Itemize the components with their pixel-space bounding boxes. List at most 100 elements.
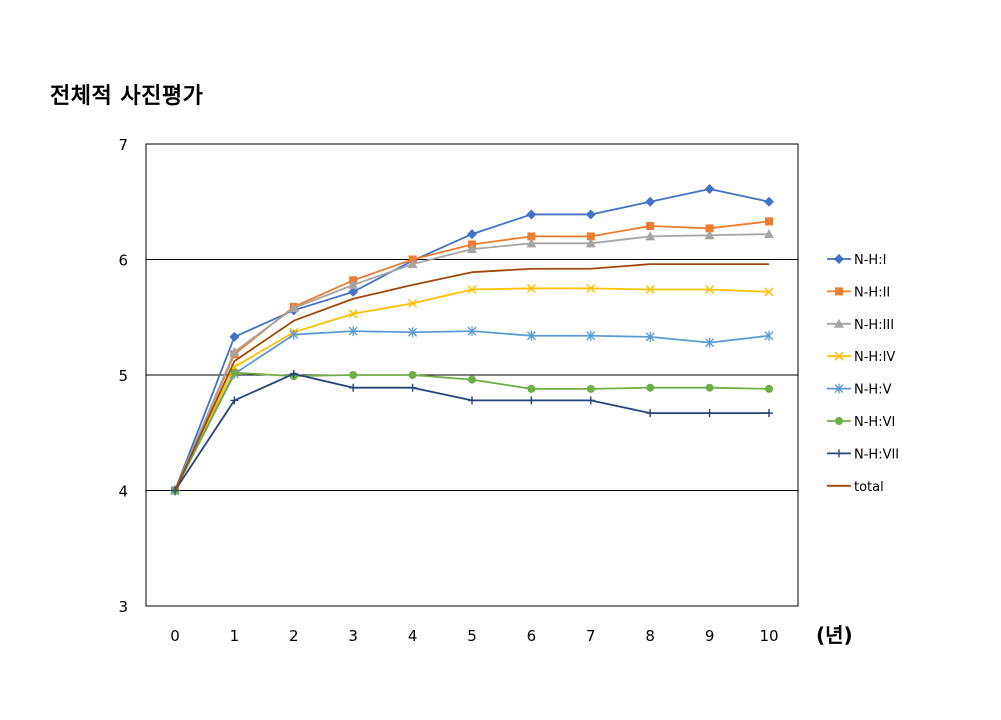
data-point bbox=[349, 383, 358, 392]
data-point bbox=[646, 383, 655, 392]
data-point bbox=[834, 254, 844, 264]
x-tick-label: 3 bbox=[348, 627, 358, 645]
data-point bbox=[765, 217, 773, 226]
data-point bbox=[586, 283, 596, 293]
data-point bbox=[230, 368, 239, 377]
data-point bbox=[585, 238, 596, 248]
data-point bbox=[468, 396, 476, 405]
data-point bbox=[289, 329, 299, 340]
legend-item: N-H:V bbox=[827, 383, 892, 398]
data-point bbox=[526, 330, 536, 341]
data-point bbox=[348, 286, 359, 297]
data-point bbox=[705, 409, 714, 418]
legend-label: N-H:I bbox=[854, 253, 886, 268]
legend-item: N-H:I bbox=[827, 253, 886, 268]
data-point bbox=[764, 229, 774, 239]
legend-label: N-H:VII bbox=[854, 447, 899, 462]
series-total bbox=[174, 263, 769, 491]
series-line bbox=[174, 263, 769, 491]
data-point bbox=[834, 383, 844, 394]
legend-item: N-H:VI bbox=[827, 415, 895, 430]
legend-label: total bbox=[854, 480, 884, 495]
data-point bbox=[348, 309, 358, 319]
data-point bbox=[467, 229, 477, 240]
data-point bbox=[408, 298, 418, 308]
chart-title: 전체적 사진평가 bbox=[50, 84, 204, 109]
data-point bbox=[646, 409, 655, 418]
data-point bbox=[408, 327, 418, 338]
data-point bbox=[705, 284, 715, 295]
data-point bbox=[407, 259, 418, 269]
x-tick-label: 0 bbox=[170, 627, 180, 645]
y-tick-label: 5 bbox=[118, 367, 128, 385]
series-n-h-iv bbox=[170, 283, 774, 496]
data-point bbox=[348, 326, 358, 337]
data-point bbox=[835, 449, 843, 458]
data-point bbox=[230, 396, 239, 405]
data-point bbox=[704, 184, 715, 195]
data-point bbox=[645, 284, 655, 295]
x-tick-label: 1 bbox=[230, 627, 240, 645]
data-point bbox=[288, 303, 299, 313]
y-axis-ticks: 3 4 5 6 7 bbox=[118, 136, 128, 616]
series-lines bbox=[170, 184, 774, 496]
data-point bbox=[229, 331, 240, 342]
data-point bbox=[527, 396, 536, 405]
x-tick-label: 6 bbox=[527, 627, 537, 645]
x-tick-label: 9 bbox=[705, 627, 715, 645]
data-point bbox=[467, 326, 477, 337]
y-tick-label: 3 bbox=[118, 598, 128, 616]
legend-item: total bbox=[827, 480, 884, 495]
data-point bbox=[229, 346, 240, 356]
gridlines bbox=[146, 259, 798, 491]
data-point bbox=[349, 371, 358, 379]
data-point bbox=[705, 383, 714, 392]
data-point bbox=[289, 369, 298, 378]
series-n-h-vii bbox=[171, 369, 773, 495]
data-point bbox=[586, 396, 595, 405]
x-tick-label: 8 bbox=[645, 627, 655, 645]
x-axis-unit-label: (년) bbox=[816, 623, 853, 647]
data-point bbox=[586, 384, 595, 393]
data-point bbox=[527, 384, 536, 393]
data-point bbox=[704, 230, 715, 240]
y-tick-label: 6 bbox=[118, 252, 128, 270]
data-point bbox=[646, 222, 655, 231]
data-point bbox=[645, 196, 656, 207]
legend-item: N-H:III bbox=[827, 318, 894, 333]
data-point bbox=[764, 196, 774, 207]
x-tick-label: 5 bbox=[467, 627, 477, 645]
data-point bbox=[765, 384, 773, 393]
data-point bbox=[705, 337, 715, 348]
legend-label: N-H:III bbox=[854, 318, 894, 333]
data-point bbox=[764, 287, 774, 297]
data-point bbox=[834, 351, 844, 361]
data-point bbox=[526, 209, 537, 220]
legend-item: N-H:IV bbox=[827, 350, 895, 365]
legend-label: N-H:II bbox=[854, 285, 890, 300]
data-point bbox=[229, 362, 239, 372]
y-tick-label: 4 bbox=[118, 483, 128, 501]
data-point bbox=[835, 417, 843, 425]
data-point bbox=[527, 232, 536, 241]
x-tick-label: 7 bbox=[586, 627, 596, 645]
legend-item: N-H:VII bbox=[827, 447, 899, 462]
x-axis-ticks: 0 1 2 3 4 5 6 7 8 9 10 bbox=[170, 627, 778, 645]
data-point bbox=[645, 231, 656, 241]
data-point bbox=[468, 375, 476, 384]
data-point bbox=[586, 330, 596, 341]
data-point bbox=[764, 330, 774, 341]
data-point bbox=[526, 283, 536, 293]
data-point bbox=[765, 409, 773, 418]
data-point bbox=[835, 287, 843, 296]
data-point bbox=[408, 371, 417, 379]
data-point bbox=[586, 232, 595, 241]
legend-label: N-H:IV bbox=[854, 350, 895, 365]
legend: N-H:I N-H:II N-H:III N-H:IV N-H:V N-H:VI N-H:V… bbox=[827, 253, 899, 495]
x-tick-label: 4 bbox=[408, 627, 418, 645]
data-point bbox=[526, 238, 537, 248]
legend-label: N-H:VI bbox=[854, 415, 895, 430]
data-point bbox=[585, 209, 596, 220]
x-tick-label: 2 bbox=[289, 627, 299, 645]
